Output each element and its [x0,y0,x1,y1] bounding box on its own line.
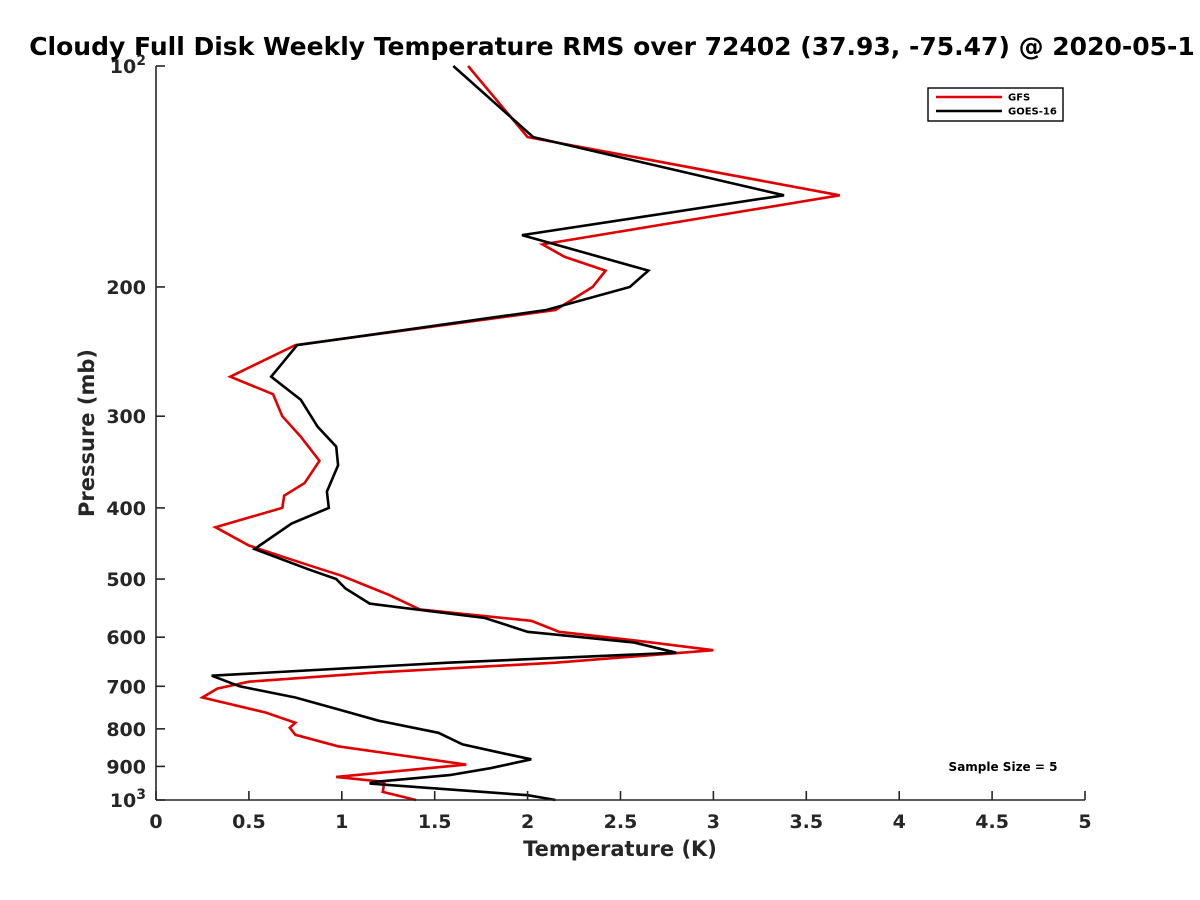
y-tick-label: 900 [106,756,146,778]
x-axis-label: Temperature (K) [523,837,717,861]
x-tick-label: 3.5 [789,811,823,833]
plot-background [156,66,1085,800]
chart-title: Cloudy Full Disk Weekly Temperature RMS … [29,32,1195,61]
y-tick-label: 600 [106,627,146,649]
y-tick-label: 102 [110,53,146,78]
x-tick-label: 0 [149,811,162,833]
y-tick-label: 400 [106,498,146,520]
y-axis-ticks: 102 200 300 400 500 600 700 800 900 103 [106,53,165,812]
y-tick-label: 103 [110,787,146,812]
y-tick-label: 500 [106,569,146,591]
x-tick-label: 2 [521,811,534,833]
legend: GFS GOES-16 [927,87,1064,122]
x-tick-label: 0.5 [232,811,266,833]
legend-label-gfs: GFS [1008,93,1030,104]
sample-size-annotation: Sample Size = 5 [949,760,1058,774]
y-tick-label: 300 [106,406,146,428]
y-tick-label: 700 [106,676,146,698]
x-tick-label: 4.5 [975,811,1009,833]
x-tick-label: 1 [335,811,348,833]
y-tick-label: 200 [106,277,146,299]
x-tick-label: 1.5 [418,811,452,833]
x-tick-label: 5 [1078,811,1091,833]
x-tick-label: 4 [893,811,906,833]
series-layer [198,65,840,802]
x-axis-ticks: 0 0.5 1 1.5 2 2.5 3 3.5 4 4.5 5 [149,791,1092,833]
y-tick-label: 800 [106,719,146,741]
x-tick-label: 3 [707,811,720,833]
legend-box [927,87,1064,122]
y-axis-label: Pressure (mb) [75,349,99,517]
x-tick-label: 2.5 [604,811,638,833]
series-line-goes-16 [211,65,785,802]
legend-label-goes-16: GOES-16 [1008,107,1057,118]
